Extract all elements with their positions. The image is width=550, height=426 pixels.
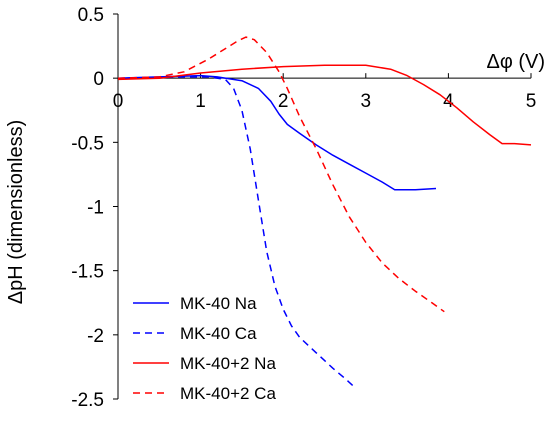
x-tick-label: 1 [195, 91, 206, 112]
series-line-mk-40-2-ca [117, 36, 445, 313]
y-axis-title-group: ΔpH (dimensionless) [5, 120, 27, 305]
y-tick-label: 0.5 [78, 5, 104, 26]
y-axis-title: ΔpH (dimensionless) [5, 120, 27, 305]
series-line-mk-40-na [117, 74, 437, 191]
x-axis-title: Δφ (V) [486, 51, 545, 73]
y-tick-label: -2.5 [71, 390, 104, 411]
legend-label: MK-40+2 Ca [180, 384, 276, 403]
y-tick-label: -1.5 [71, 262, 104, 283]
x-tick-label: 0 [113, 91, 124, 112]
legend-label: MK-40 Ca [180, 324, 257, 343]
x-tick-label: 2 [278, 91, 289, 112]
y-axis: 0.5 0 -0.5 -1 -1.5 -2 -2.5 [71, 5, 119, 411]
series-line-mk-40-2-na [117, 64, 532, 146]
y-tick-label: 0 [93, 69, 104, 90]
y-tick-label: -2 [87, 326, 104, 347]
legend-label: MK-40 Na [180, 294, 257, 313]
series-line-mk-40-ca [117, 76, 354, 387]
series-layer [117, 36, 532, 387]
x-tick-label: 5 [526, 91, 537, 112]
y-tick-label: -1 [87, 198, 104, 219]
legend-label: MK-40+2 Na [180, 354, 276, 373]
x-tick-label: 3 [361, 91, 372, 112]
legend: MK-40 Na MK-40 Ca MK-40+2 Na MK-40+2 Ca [133, 294, 276, 403]
y-tick-label: -0.5 [71, 133, 104, 154]
